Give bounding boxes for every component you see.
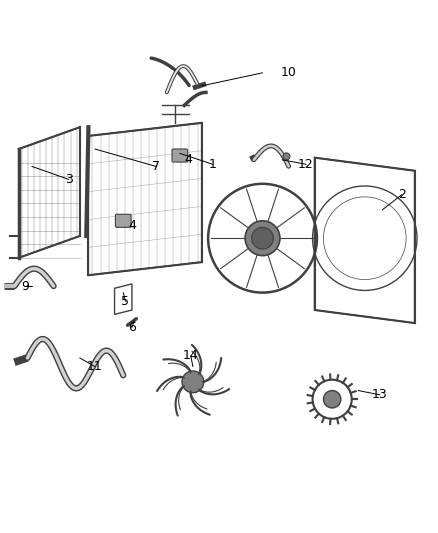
Text: 6: 6: [128, 321, 136, 334]
Text: 9: 9: [21, 280, 29, 293]
FancyBboxPatch shape: [172, 149, 187, 162]
Text: 11: 11: [87, 360, 103, 373]
Text: 14: 14: [183, 349, 198, 362]
FancyBboxPatch shape: [116, 214, 131, 228]
Text: 1: 1: [208, 158, 216, 171]
Circle shape: [245, 221, 280, 256]
Text: 10: 10: [281, 66, 297, 79]
Text: 4: 4: [128, 219, 136, 232]
Circle shape: [323, 391, 341, 408]
Text: 4: 4: [184, 154, 192, 166]
Circle shape: [182, 371, 204, 393]
Text: 13: 13: [372, 389, 388, 401]
Circle shape: [252, 228, 273, 249]
Text: 5: 5: [121, 295, 129, 308]
Text: 2: 2: [398, 188, 406, 201]
Circle shape: [283, 153, 290, 160]
Text: 7: 7: [152, 160, 160, 173]
Text: 3: 3: [65, 173, 73, 186]
Text: 12: 12: [298, 158, 314, 171]
